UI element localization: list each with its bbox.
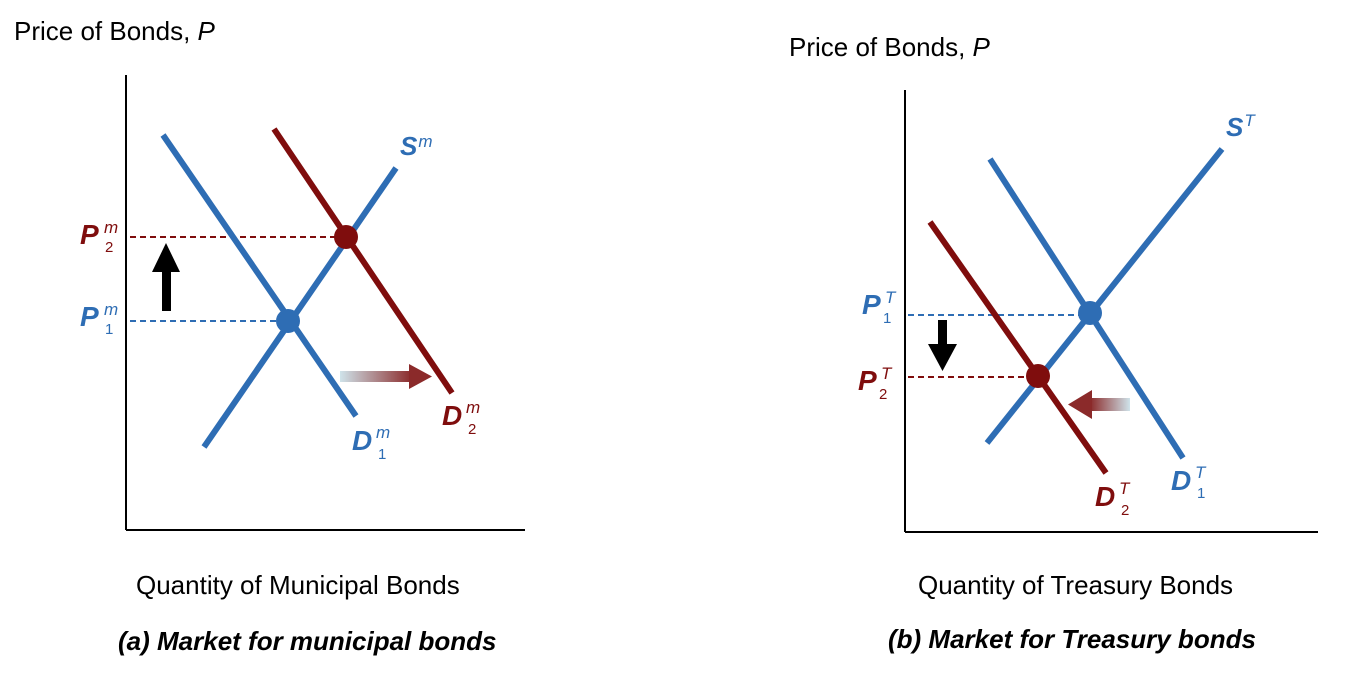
- panel-a-supply-curve: [201, 166, 399, 449]
- panel-a-y-axis-title: Price of Bonds, P: [14, 16, 216, 46]
- panel-b-demand2-label: D T 2: [1095, 479, 1131, 519]
- svg-text:D: D: [352, 425, 372, 456]
- panel-b-equilibrium-2: [1026, 364, 1050, 388]
- panel-a-supply-label: Sm: [400, 131, 433, 161]
- panel-b-y-axis-title: Price of Bonds, P: [789, 32, 991, 62]
- panel-a-price1-label: P m 1: [80, 300, 118, 338]
- svg-text:2: 2: [105, 239, 113, 256]
- panel-b-supply-label: ST: [1226, 111, 1256, 142]
- svg-text:m: m: [104, 300, 118, 319]
- panel-b-supply-curve: [984, 147, 1225, 445]
- panel-b-price1-label: P T 1: [862, 288, 897, 327]
- panel-b-price2-label: P T 2: [858, 364, 893, 403]
- panel-b-demand2-curve: [927, 220, 1109, 475]
- svg-text:2: 2: [1121, 502, 1129, 519]
- panel-a-caption: (a) Market for municipal bonds: [118, 626, 497, 656]
- panel-a-demand1-curve: [160, 133, 359, 418]
- svg-text:1: 1: [378, 446, 386, 463]
- panel-a-price2-label: P m 2: [80, 218, 118, 256]
- svg-text:P: P: [858, 365, 877, 396]
- svg-text:D: D: [1095, 481, 1115, 512]
- svg-text:D: D: [1171, 465, 1191, 496]
- panel-b-demand1-label: D T 1: [1171, 463, 1207, 502]
- panel-b-down-arrow-icon: [928, 320, 957, 371]
- svg-text:m: m: [376, 423, 390, 442]
- svg-text:T: T: [1195, 463, 1207, 482]
- panel-b-equilibrium-1: [1078, 301, 1102, 325]
- panel-a-demand1-label: D m 1: [352, 423, 390, 463]
- svg-text:P: P: [862, 289, 881, 320]
- svg-text:T: T: [1119, 479, 1131, 498]
- panel-b-x-axis-title: Quantity of Treasury Bonds: [918, 570, 1233, 600]
- panel-a-demand2-curve: [271, 127, 455, 395]
- svg-text:1: 1: [883, 310, 891, 327]
- panel-b-treasury-market: Price of Bonds, P ST D T 1: [789, 32, 1318, 654]
- svg-text:D: D: [442, 400, 462, 431]
- panel-a-shift-right-arrow-icon: [340, 364, 432, 389]
- panel-a-demand2-label: D m 2: [442, 398, 480, 438]
- panel-a-municipal-market: Price of Bonds, P Sm D m 1: [14, 16, 525, 656]
- panel-b-caption: (b) Market for Treasury bonds: [888, 624, 1256, 654]
- svg-text:2: 2: [879, 386, 887, 403]
- svg-text:P: P: [80, 301, 99, 332]
- panel-a-equilibrium-1: [276, 309, 300, 333]
- panel-b-shift-left-arrow-icon: [1068, 390, 1130, 419]
- svg-text:1: 1: [105, 321, 113, 338]
- svg-text:2: 2: [468, 421, 476, 438]
- svg-text:T: T: [881, 364, 893, 383]
- svg-text:m: m: [104, 218, 118, 237]
- svg-text:1: 1: [1197, 485, 1205, 502]
- svg-text:P: P: [80, 219, 99, 250]
- panel-a-up-arrow-icon: [152, 243, 180, 311]
- panel-a-x-axis-title: Quantity of Municipal Bonds: [136, 570, 460, 600]
- svg-text:T: T: [885, 288, 897, 307]
- svg-text:m: m: [466, 398, 480, 417]
- panel-a-equilibrium-2: [334, 225, 358, 249]
